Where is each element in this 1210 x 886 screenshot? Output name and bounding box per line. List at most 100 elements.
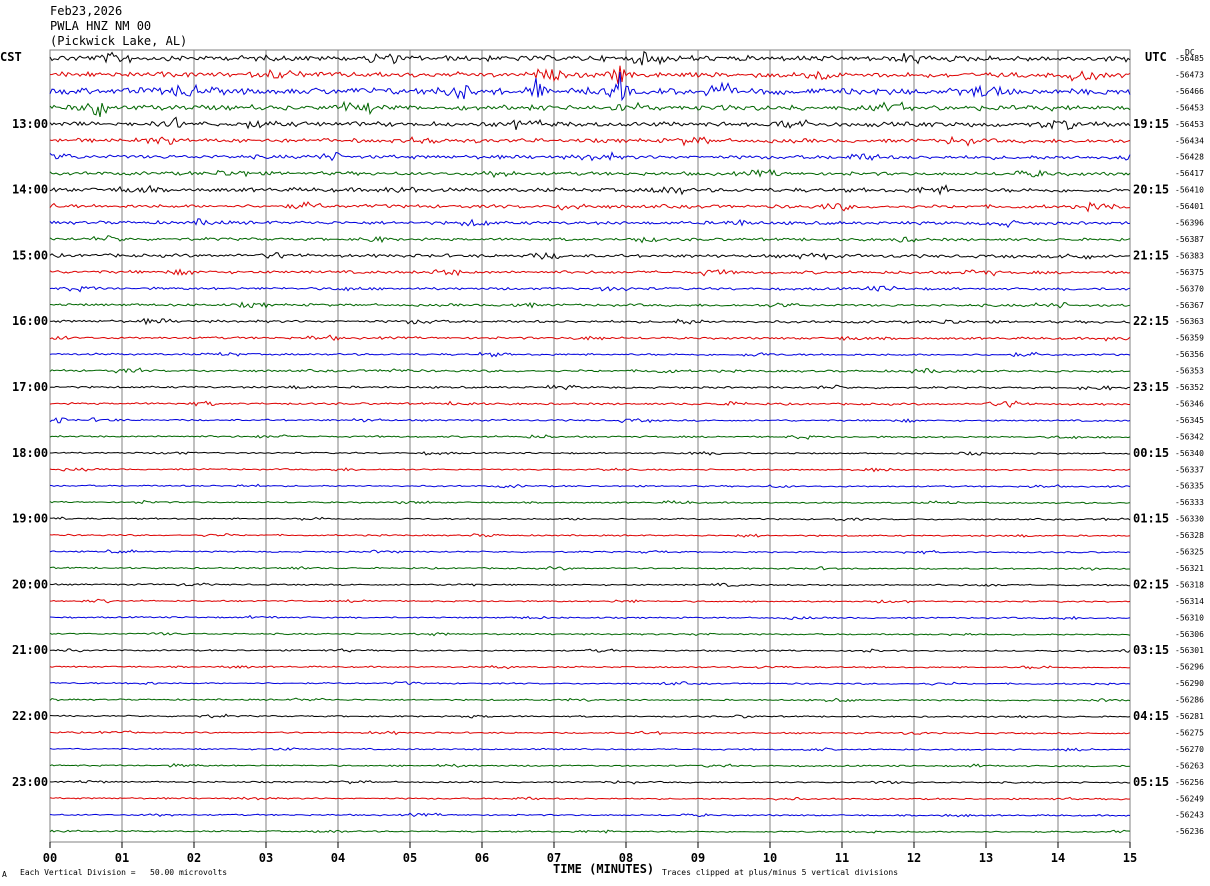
- trace-22: [49, 417, 1131, 424]
- trace-29: [49, 533, 1131, 538]
- trace-20: [49, 384, 1131, 391]
- trace-8: [49, 184, 1131, 196]
- trace-43: [49, 763, 1131, 768]
- right-hour-labels: 19:15 20:15 21:15 22:15 23:15 00:15 01:15 02:15…: [1133, 117, 1169, 789]
- plot-frame: [49, 49, 1131, 843]
- dc-offset-label: -56333: [1175, 498, 1204, 507]
- right-hour-label: 23:15: [1133, 380, 1169, 394]
- dc-offset-label: -56417: [1175, 169, 1204, 178]
- trace-10: [49, 218, 1131, 229]
- x-axis-ticks: 00 01 02 03 04 05 06 07 08 09 10 11 12 13 14 15: [43, 842, 1137, 865]
- clip-note: Traces clipped at plus/minus 5 vertical …: [662, 868, 899, 877]
- x-tick-label: 05: [403, 851, 417, 865]
- x-tick-label: 13: [979, 851, 993, 865]
- dc-header-label: DC: [1185, 48, 1195, 57]
- dc-offset-labels: -56485 -56473 -56466 -56453 -56453 -56434 -564…: [1175, 54, 1204, 836]
- dc-offset-label: -56434: [1175, 136, 1204, 145]
- left-hour-label: 15:00: [12, 248, 48, 262]
- trace-23: [49, 434, 1131, 440]
- dc-offset-label: -56453: [1175, 103, 1204, 112]
- trace-9: [49, 201, 1131, 213]
- dc-offset-label: -56375: [1175, 268, 1204, 277]
- left-hour-label: 14:00: [12, 183, 48, 197]
- dc-offset-label: -56356: [1175, 350, 1204, 359]
- dc-offset-label: -56340: [1175, 449, 1204, 458]
- trace-39: [49, 697, 1131, 703]
- left-timezone-label: CST: [0, 50, 22, 64]
- trace-19: [49, 367, 1131, 374]
- dc-offset-label: -56306: [1175, 630, 1204, 639]
- dc-offset-label: -56328: [1175, 531, 1204, 540]
- dc-offset-label: -56286: [1175, 696, 1204, 705]
- x-tick-label: 08: [619, 851, 633, 865]
- trace-11: [49, 235, 1131, 244]
- trace-45: [49, 796, 1131, 801]
- dc-offset-label: -56473: [1175, 70, 1204, 79]
- dc-offset-label: -56387: [1175, 235, 1204, 244]
- dc-offset-label: -56318: [1175, 580, 1204, 589]
- dc-offset-label: -56243: [1175, 811, 1204, 820]
- trace-30: [49, 549, 1131, 555]
- seismic-traces: [49, 50, 1131, 834]
- dc-offset-label: -56330: [1175, 515, 1204, 524]
- dc-offset-label: -56410: [1175, 186, 1204, 195]
- right-hour-label: 22:15: [1133, 314, 1169, 328]
- trace-15: [49, 301, 1131, 309]
- trace-17: [49, 334, 1131, 342]
- left-hour-label: 13:00: [12, 117, 48, 131]
- right-hour-label: 04:15: [1133, 709, 1169, 723]
- trace-24: [50, 450, 1131, 456]
- trace-0: [49, 50, 1131, 66]
- trace-6: [49, 151, 1131, 162]
- x-tick-label: 02: [187, 851, 201, 865]
- left-hour-labels: 13:00 14:00 15:00 16:00 17:00 18:00 19:00 20:00…: [12, 117, 48, 789]
- x-tick-label: 01: [115, 851, 129, 865]
- x-tick-label: 07: [547, 851, 561, 865]
- trace-27: [49, 499, 1131, 505]
- dc-offset-label: -56383: [1175, 251, 1204, 260]
- trace-26: [49, 483, 1131, 489]
- trace-42: [49, 747, 1131, 752]
- trace-1: [49, 65, 1131, 85]
- plot-date: Feb23,2026: [50, 4, 123, 18]
- dc-offset-label: -56363: [1175, 317, 1204, 326]
- dc-offset-label: -56256: [1175, 778, 1204, 787]
- trace-28: [49, 516, 1131, 522]
- left-hour-label: 23:00: [12, 775, 48, 789]
- left-hour-label: 19:00: [12, 512, 48, 526]
- trace-35: [49, 632, 1131, 637]
- dc-offset-label: -56281: [1175, 712, 1204, 721]
- dc-offset-label: -56370: [1175, 284, 1204, 293]
- left-hour-label: 17:00: [12, 380, 48, 394]
- minute-gridlines: [121, 50, 1059, 842]
- right-hour-label: 20:15: [1133, 183, 1169, 197]
- dc-offset-label: -56236: [1175, 827, 1204, 836]
- dc-offset-label: -56396: [1175, 219, 1204, 228]
- scale-note: Each Vertical Division = 50.00 microvolt…: [20, 868, 228, 877]
- trace-16: [49, 317, 1131, 326]
- dc-offset-label: -56337: [1175, 465, 1204, 474]
- dc-offset-label: -56353: [1175, 367, 1204, 376]
- trace-25: [49, 467, 1131, 473]
- left-hour-label: 20:00: [12, 577, 48, 591]
- left-hour-label: 16:00: [12, 314, 48, 328]
- trace-36: [49, 648, 1131, 653]
- station-location: (Pickwick Lake, AL): [50, 34, 188, 48]
- left-hour-label: 22:00: [12, 709, 48, 723]
- trace-44: [49, 779, 1131, 785]
- dc-offset-label: -56335: [1175, 482, 1204, 491]
- trace-7: [49, 168, 1131, 179]
- dc-offset-label: -56275: [1175, 728, 1204, 737]
- right-hour-label: 00:15: [1133, 446, 1169, 460]
- dc-offset-label: -56352: [1175, 383, 1204, 392]
- x-tick-label: 03: [259, 851, 273, 865]
- trace-12: [49, 252, 1131, 261]
- dc-offset-label: -56310: [1175, 613, 1204, 622]
- dc-offset-label: -56367: [1175, 301, 1204, 310]
- trace-31: [49, 566, 1130, 571]
- trace-5: [49, 135, 1131, 147]
- dc-offset-label: -56346: [1175, 399, 1204, 408]
- x-tick-label: 06: [475, 851, 489, 865]
- right-hour-label: 02:15: [1133, 577, 1169, 591]
- trace-46: [49, 812, 1131, 818]
